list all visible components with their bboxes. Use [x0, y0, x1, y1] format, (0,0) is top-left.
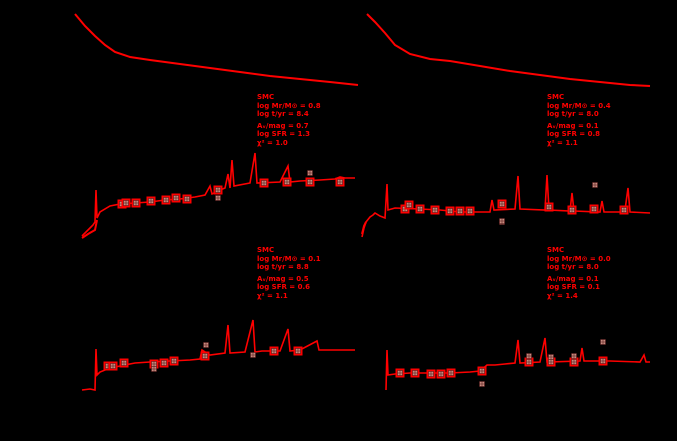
annotation-av: Aᵥ/mag = 0.1 — [547, 121, 599, 130]
annotation-sfr: log SFR = 0.8 — [547, 130, 601, 139]
attenuation-curve — [366, 13, 651, 87]
annotation-top-left: SMC log Mr/M⊙ = 0.8 log t/yr = 8.4 Aᵥ/ma… — [257, 93, 321, 148]
annotation-chi2: χ² = 1.1 — [547, 138, 578, 147]
annotation-bottom-right: SMC log Mr/M⊙ = 0.0 log t/yr = 8.0 Aᵥ/ma… — [547, 246, 611, 301]
model-spectrum-line — [361, 174, 651, 238]
annotation-av: Aᵥ/mag = 0.1 — [547, 274, 599, 283]
annotation-title: SMC — [257, 93, 275, 101]
annotation-age: log t/yr = 8.0 — [547, 263, 599, 272]
attenuation-curve — [74, 13, 359, 86]
panel-top-right — [361, 13, 651, 238]
annotation-age: log t/yr = 8.8 — [257, 263, 309, 272]
annotation-age: log t/yr = 8.0 — [547, 110, 599, 119]
annotation-av: Aᵥ/mag = 0.5 — [257, 274, 309, 283]
annotation-title: SMC — [547, 246, 565, 254]
panel-bottom-right — [361, 218, 650, 391]
panel-bottom-left — [81, 219, 355, 391]
annotation-mass: log Mr/M⊙ = 0.0 — [547, 254, 611, 263]
panel-top-left — [74, 13, 359, 237]
annotation-bottom-left: SMC log Mr/M⊙ = 0.1 log t/yr = 8.8 Aᵥ/ma… — [257, 246, 321, 301]
annotation-chi2: χ² = 1.1 — [257, 291, 288, 300]
annotation-sfr: log SFR = 0.6 — [257, 283, 311, 292]
annotation-age: log t/yr = 8.4 — [257, 110, 309, 119]
annotation-title: SMC — [547, 93, 565, 101]
annotation-mass: log Mr/M⊙ = 0.1 — [257, 254, 321, 263]
annotation-chi2: χ² = 1.0 — [257, 138, 288, 147]
annotation-chi2: χ² = 1.4 — [547, 291, 578, 300]
annotation-av: Aᵥ/mag = 0.7 — [257, 121, 309, 130]
attenuation-curve — [361, 221, 367, 235]
annotation-sfr: log SFR = 1.3 — [257, 130, 311, 139]
attenuation-curve — [81, 219, 98, 239]
annotation-sfr: log SFR = 0.1 — [547, 283, 601, 292]
annotation-title: SMC — [257, 246, 275, 254]
annotation-top-right: SMC log Mr/M⊙ = 0.4 log t/yr = 8.0 Aᵥ/ma… — [547, 93, 611, 148]
annotation-mass: log Mr/M⊙ = 0.4 — [547, 101, 611, 110]
annotation-mass: log Mr/M⊙ = 0.8 — [257, 101, 321, 110]
